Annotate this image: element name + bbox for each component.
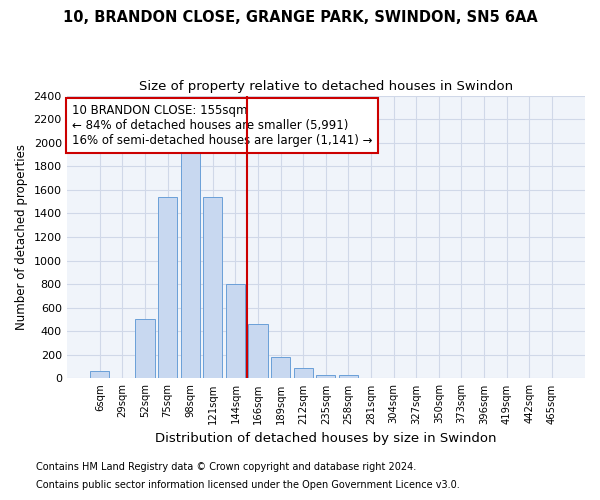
Y-axis label: Number of detached properties: Number of detached properties [15, 144, 28, 330]
Bar [158, 197, 177, 378]
Text: 10 BRANDON CLOSE: 155sqm
← 84% of detached houses are smaller (5,991)
16% of sem: 10 BRANDON CLOSE: 155sqm ← 84% of detach… [72, 104, 373, 147]
Text: Contains HM Land Registry data © Crown copyright and database right 2024.: Contains HM Land Registry data © Crown c… [36, 462, 416, 472]
Bar [90, 372, 109, 378]
Bar [271, 357, 290, 378]
Bar [316, 375, 335, 378]
X-axis label: Distribution of detached houses by size in Swindon: Distribution of detached houses by size … [155, 432, 497, 445]
Bar [248, 324, 268, 378]
Bar [293, 368, 313, 378]
Bar [226, 284, 245, 378]
Text: Contains public sector information licensed under the Open Government Licence v3: Contains public sector information licen… [36, 480, 460, 490]
Bar [339, 376, 358, 378]
Title: Size of property relative to detached houses in Swindon: Size of property relative to detached ho… [139, 80, 513, 93]
Bar [136, 320, 155, 378]
Text: 10, BRANDON CLOSE, GRANGE PARK, SWINDON, SN5 6AA: 10, BRANDON CLOSE, GRANGE PARK, SWINDON,… [62, 10, 538, 25]
Bar [181, 152, 200, 378]
Bar [203, 197, 223, 378]
